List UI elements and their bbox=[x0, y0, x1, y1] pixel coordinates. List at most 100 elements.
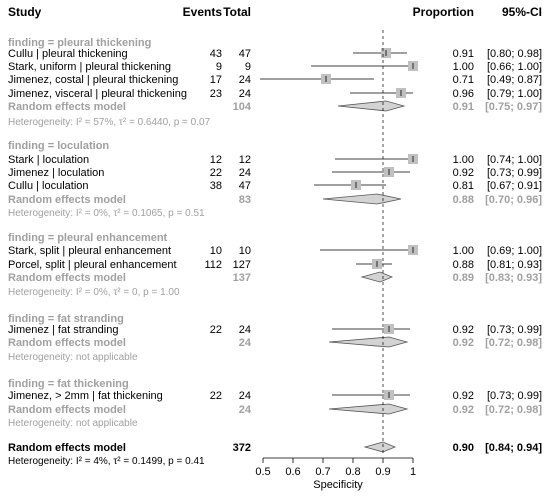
study-proportion: 1.00 bbox=[453, 61, 474, 73]
header-events: Events bbox=[183, 5, 223, 19]
model-total: 372 bbox=[233, 442, 251, 454]
heterogeneity-text: Heterogeneity: I² = 0%, τ² = 0, p = 1.00 bbox=[8, 287, 180, 298]
study-events: 12 bbox=[210, 154, 222, 166]
group-title: finding = loculation bbox=[8, 140, 109, 152]
heterogeneity-text: Heterogeneity: not applicable bbox=[8, 352, 138, 363]
study-ci: [0.73; 0.99] bbox=[487, 390, 542, 402]
study-name: Stark, uniform | pleural thickening bbox=[8, 61, 171, 73]
study-total: 24 bbox=[239, 88, 251, 100]
heterogeneity-text: Heterogeneity: I² = 57%, τ² = 0.6440, p … bbox=[8, 117, 211, 128]
study-total: 24 bbox=[239, 390, 251, 402]
study-events: 10 bbox=[210, 245, 222, 257]
model-proportion: 0.91 bbox=[453, 101, 474, 113]
model-proportion: 0.92 bbox=[453, 404, 474, 416]
group-title: finding = fat thickening bbox=[8, 378, 129, 390]
study-proportion: 0.96 bbox=[453, 88, 474, 100]
study-total: 10 bbox=[239, 245, 251, 257]
model-label: Random effects model bbox=[8, 272, 126, 284]
study-name: Cullu | loculation bbox=[8, 180, 89, 192]
study-events: 22 bbox=[210, 167, 222, 179]
overall-heterogeneity: Heterogeneity: I² = 4%, τ² = 0.1499, p =… bbox=[8, 456, 205, 467]
study-ci: [0.80; 0.98] bbox=[487, 48, 542, 60]
study-total: 9 bbox=[245, 61, 251, 73]
model-total: 104 bbox=[233, 101, 252, 113]
study-total: 24 bbox=[239, 324, 251, 336]
study-name: Porcel, split | pleural enhancement bbox=[8, 259, 177, 271]
model-diamond bbox=[337, 100, 406, 112]
study-events: 112 bbox=[204, 259, 222, 271]
model-total: 24 bbox=[239, 404, 252, 416]
study-name: Stark | loculation bbox=[8, 154, 89, 166]
model-ci: [0.83; 0.93] bbox=[485, 272, 542, 284]
study-name: Cullu | pleural thickening bbox=[8, 48, 128, 60]
study-total: 47 bbox=[239, 180, 251, 192]
study-ci: [0.74; 1.00] bbox=[487, 154, 542, 166]
study-ci: [0.69; 1.00] bbox=[487, 245, 542, 257]
model-total: 24 bbox=[239, 337, 252, 349]
x-axis: 0.5 0.6 0.7 0.8 0.9 1 Specificity bbox=[255, 30, 416, 491]
study-events: 38 bbox=[210, 180, 222, 192]
study-ci: [0.73; 0.99] bbox=[487, 167, 542, 179]
model-proportion: 0.89 bbox=[453, 272, 474, 284]
column-headers: Study Events Total Proportion 95%-CI bbox=[8, 5, 542, 19]
group-title: finding = pleural thickening bbox=[8, 37, 151, 49]
header-study: Study bbox=[8, 5, 42, 19]
study-events: 43 bbox=[210, 48, 222, 60]
model-total: 83 bbox=[239, 194, 251, 206]
model-diamond bbox=[363, 441, 397, 453]
study-total: 47 bbox=[239, 48, 251, 60]
axis-tick-label: 0.9 bbox=[375, 466, 390, 478]
axis-tick-label: 1 bbox=[410, 466, 416, 478]
study-events: 9 bbox=[216, 61, 222, 73]
group-title: finding = pleural enhancement bbox=[8, 232, 168, 244]
model-ci: [0.84; 0.94] bbox=[485, 442, 542, 454]
model-label: Random effects model bbox=[8, 337, 126, 349]
study-name: Jimenez | loculation bbox=[8, 167, 104, 179]
study-ci: [0.49; 0.87] bbox=[487, 74, 542, 86]
study-name: Jimenez, > 2mm | fat thickening bbox=[8, 390, 163, 402]
study-total: 12 bbox=[239, 154, 251, 166]
study-ci: [0.81; 0.93] bbox=[487, 259, 542, 271]
model-diamond bbox=[328, 336, 409, 348]
study-events: 17 bbox=[210, 74, 222, 86]
study-proportion: 0.81 bbox=[453, 180, 474, 192]
study-events: 22 bbox=[210, 324, 222, 336]
study-proportion: 0.88 bbox=[453, 259, 474, 271]
study-name: Stark, split | pleural enhancement bbox=[8, 245, 171, 257]
group-title: finding = fat stranding bbox=[8, 313, 124, 325]
study-total: 24 bbox=[239, 167, 251, 179]
model-label: Random effects model bbox=[8, 194, 126, 206]
header-total: Total bbox=[223, 5, 251, 19]
model-diamond bbox=[360, 271, 394, 283]
heterogeneity-text: Heterogeneity: not applicable bbox=[8, 418, 138, 429]
study-events: 22 bbox=[210, 390, 222, 402]
model-diamond bbox=[328, 403, 409, 415]
model-total: 137 bbox=[233, 272, 251, 284]
model-proportion: 0.90 bbox=[453, 442, 474, 454]
study-proportion: 0.91 bbox=[453, 48, 474, 60]
axis-tick-label: 0.8 bbox=[345, 466, 360, 478]
study-total: 24 bbox=[239, 74, 251, 86]
study-proportion: 1.00 bbox=[453, 154, 474, 166]
study-name: Jimenez, costal | pleural thickening bbox=[8, 74, 178, 86]
study-proportion: 1.00 bbox=[453, 245, 474, 257]
study-proportion: 0.71 bbox=[453, 74, 474, 86]
study-ci: [0.73; 0.99] bbox=[487, 324, 542, 336]
header-ci: 95%-CI bbox=[502, 5, 542, 19]
study-events: 23 bbox=[210, 88, 222, 100]
study-ci: [0.79; 1.00] bbox=[487, 88, 542, 100]
study-total: 127 bbox=[233, 259, 251, 271]
study-proportion: 0.92 bbox=[453, 324, 474, 336]
model-ci: [0.70; 0.96] bbox=[485, 194, 542, 206]
study-proportion: 0.92 bbox=[453, 167, 474, 179]
axis-tick-label: 0.7 bbox=[315, 466, 330, 478]
model-ci: [0.72; 0.98] bbox=[485, 404, 542, 416]
model-label: Random effects model bbox=[8, 101, 126, 113]
study-proportion: 0.92 bbox=[453, 390, 474, 402]
model-proportion: 0.88 bbox=[453, 194, 474, 206]
study-ci: [0.67; 0.91] bbox=[487, 180, 542, 192]
model-diamond bbox=[322, 193, 402, 205]
heterogeneity-text: Heterogeneity: I² = 0%, τ² = 0.1065, p =… bbox=[8, 208, 205, 219]
study-name: Jimenez, visceral | pleural thickening bbox=[8, 88, 187, 100]
